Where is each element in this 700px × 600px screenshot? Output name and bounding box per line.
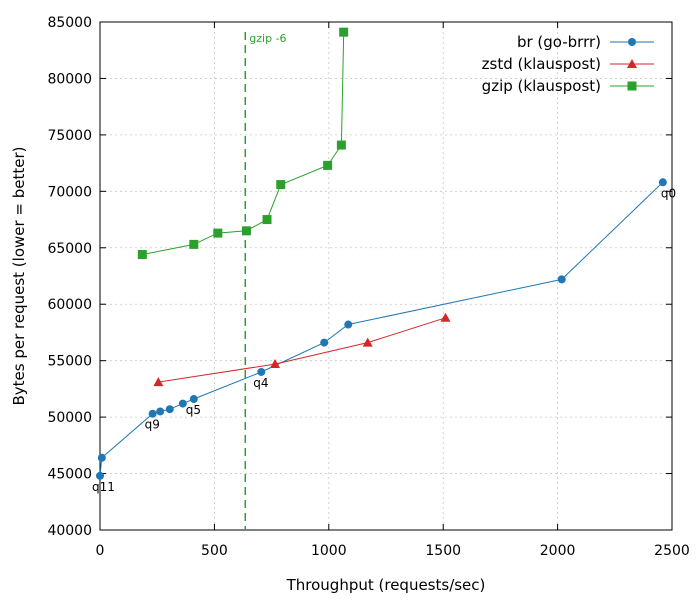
- data-point: [213, 228, 223, 238]
- legend-marker: [627, 81, 637, 91]
- data-point: [362, 337, 373, 347]
- legend-label: gzip (klauspost): [482, 77, 601, 95]
- x-tick-label: 0: [96, 543, 105, 559]
- axis-ticks: 0 500 1000 1500 2000 2500 40000 45000 50000 55000…: [47, 15, 689, 559]
- data-point: [276, 180, 286, 190]
- legend: br (go-brrr) zstd (klauspost) gzip (klausp…: [482, 33, 654, 95]
- x-tick-label: 500: [201, 543, 228, 559]
- legend-item: gzip (klauspost): [482, 77, 654, 95]
- point-label: q0: [661, 186, 676, 200]
- series-0: q11 q9 q5 q4 q0: [92, 178, 676, 494]
- legend-label: br (go-brrr): [517, 33, 601, 51]
- data-point: [336, 140, 346, 150]
- y-tick-label: 65000: [47, 241, 92, 257]
- x-tick-label: 1000: [311, 543, 347, 559]
- data-point: [156, 407, 165, 416]
- data-point: [270, 359, 281, 369]
- data-point: [658, 178, 667, 187]
- y-tick-label: 75000: [47, 128, 92, 144]
- legend-marker: [628, 38, 636, 46]
- data-point: [189, 239, 199, 249]
- reference-line: gzip -6: [244, 32, 287, 530]
- y-tick-label: 60000: [47, 297, 92, 313]
- y-tick-label: 80000: [47, 71, 92, 87]
- legend-item: br (go-brrr): [517, 33, 654, 51]
- data-point: [137, 250, 147, 260]
- data-point: [440, 312, 451, 322]
- series-line: [158, 317, 446, 383]
- data-point: [165, 405, 174, 414]
- data-point: [189, 395, 198, 404]
- series-line: [142, 32, 345, 256]
- x-tick-label: 1500: [425, 543, 461, 559]
- grid: [100, 22, 672, 530]
- point-label: q4: [253, 376, 268, 390]
- series-2: [137, 27, 349, 260]
- y-tick-label: 70000: [47, 184, 92, 200]
- data-point: [153, 377, 164, 387]
- y-tick-label: 50000: [47, 410, 92, 426]
- data-point: [262, 215, 272, 225]
- data-point: [97, 453, 106, 462]
- y-tick-label: 45000: [47, 467, 92, 483]
- data-point: [344, 320, 353, 329]
- series-line: [99, 181, 664, 476]
- legend-marker: [627, 59, 637, 68]
- data-point: [320, 338, 329, 347]
- data-point: [557, 275, 566, 284]
- data-point: [148, 409, 157, 418]
- reference-line-label: gzip -6: [249, 32, 286, 45]
- series-layer: q11 q9 q5 q4 q0: [92, 27, 676, 494]
- plot-frame: [99, 21, 673, 531]
- point-label: q9: [145, 418, 160, 432]
- data-point: [339, 27, 349, 37]
- point-label: q11: [92, 480, 115, 494]
- x-tick-label: 2000: [540, 543, 576, 559]
- y-tick-label: 85000: [47, 15, 92, 31]
- x-axis-title: Throughput (requests/sec): [286, 576, 486, 594]
- data-point: [178, 399, 187, 408]
- data-point: [241, 226, 251, 236]
- y-tick-label: 40000: [47, 523, 92, 539]
- series-1: [153, 312, 451, 387]
- data-point: [96, 471, 104, 480]
- data-point: [257, 367, 266, 376]
- y-tick-label: 55000: [47, 354, 92, 370]
- legend-item: zstd (klauspost): [482, 55, 654, 73]
- legend-label: zstd (klauspost): [482, 55, 601, 73]
- point-label: q5: [186, 403, 201, 417]
- x-tick-label: 2500: [654, 543, 690, 559]
- data-point: [323, 160, 333, 170]
- y-axis-title: Bytes per request (lower = better): [10, 146, 28, 405]
